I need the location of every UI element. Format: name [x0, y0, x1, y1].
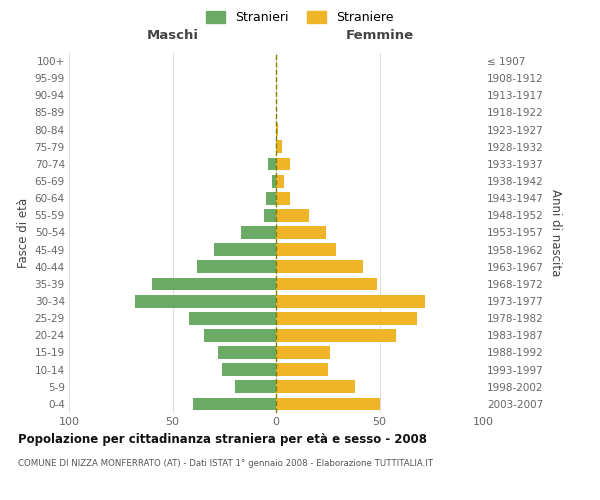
Bar	[276, 260, 363, 273]
Bar	[276, 346, 330, 359]
Text: COMUNE DI NIZZA MONFERRATO (AT) - Dati ISTAT 1° gennaio 2008 - Elaborazione TUTT: COMUNE DI NIZZA MONFERRATO (AT) - Dati I…	[18, 459, 433, 468]
Bar	[276, 209, 309, 222]
Bar	[241, 226, 276, 239]
Bar	[276, 140, 282, 153]
Bar	[276, 312, 417, 324]
Bar	[276, 294, 425, 308]
Bar	[218, 346, 276, 359]
Text: Femmine: Femmine	[346, 29, 413, 42]
Bar	[197, 260, 276, 273]
Bar	[193, 398, 276, 410]
Text: Popolazione per cittadinanza straniera per età e sesso - 2008: Popolazione per cittadinanza straniera p…	[18, 432, 427, 446]
Bar	[276, 192, 290, 204]
Bar	[276, 226, 326, 239]
Bar	[135, 294, 276, 308]
Bar	[276, 123, 278, 136]
Bar	[276, 398, 380, 410]
Bar	[268, 158, 276, 170]
Bar	[152, 278, 276, 290]
Bar	[235, 380, 276, 393]
Bar	[276, 380, 355, 393]
Bar	[272, 174, 276, 188]
Bar	[276, 329, 396, 342]
Bar	[276, 278, 377, 290]
Bar	[189, 312, 276, 324]
Bar	[276, 363, 328, 376]
Bar	[266, 192, 276, 204]
Y-axis label: Anni di nascita: Anni di nascita	[550, 189, 562, 276]
Y-axis label: Fasce di età: Fasce di età	[17, 198, 31, 268]
Bar	[263, 209, 276, 222]
Bar	[276, 158, 290, 170]
Bar	[222, 363, 276, 376]
Bar	[276, 174, 284, 188]
Bar	[214, 243, 276, 256]
Bar	[203, 329, 276, 342]
Legend: Stranieri, Straniere: Stranieri, Straniere	[202, 6, 398, 29]
Bar	[276, 243, 336, 256]
Text: Maschi: Maschi	[146, 29, 199, 42]
